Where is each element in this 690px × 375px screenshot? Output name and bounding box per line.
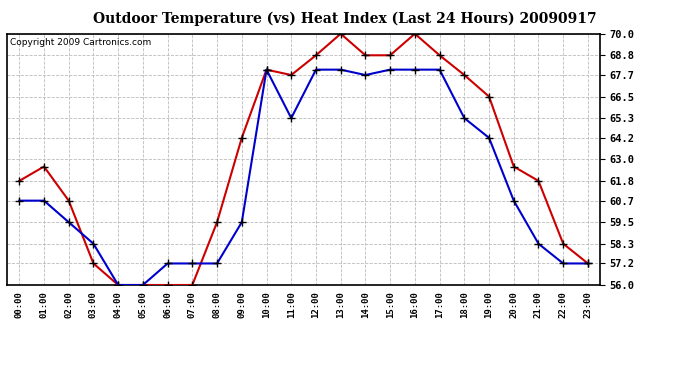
Text: Outdoor Temperature (vs) Heat Index (Last 24 Hours) 20090917: Outdoor Temperature (vs) Heat Index (Las…	[93, 11, 597, 26]
Text: Copyright 2009 Cartronics.com: Copyright 2009 Cartronics.com	[10, 38, 151, 46]
